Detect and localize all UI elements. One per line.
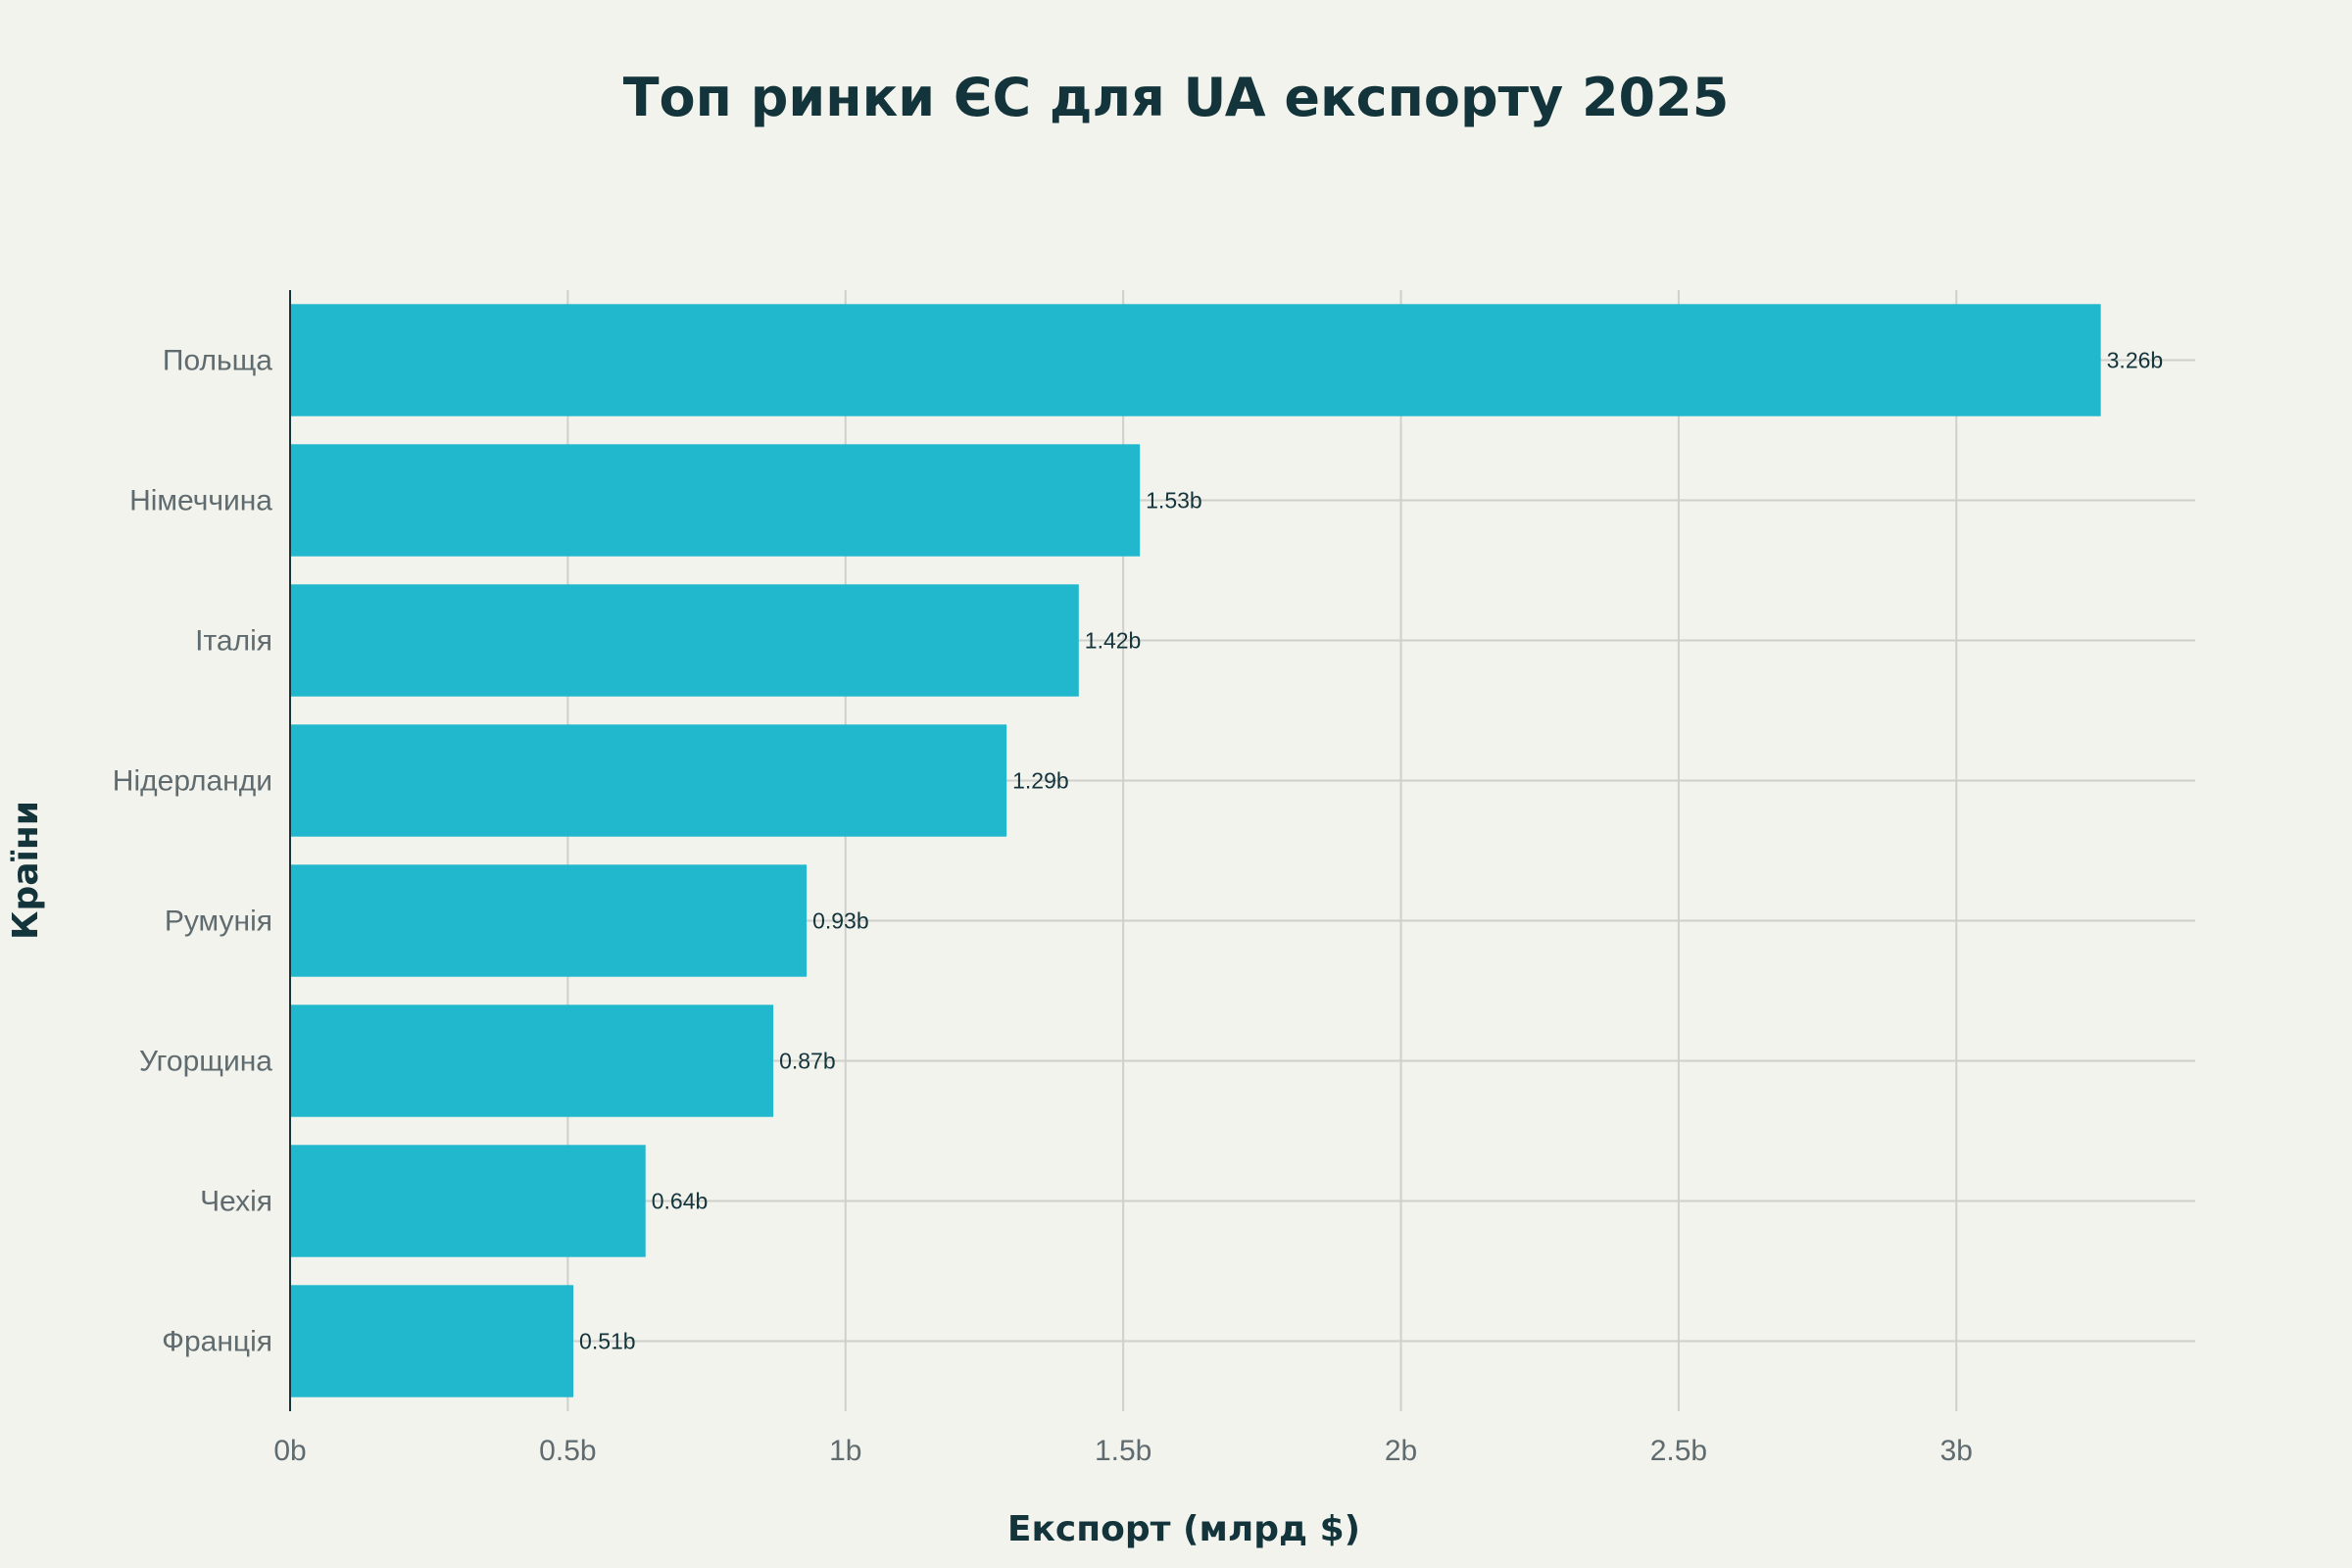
x-tick-label: 1.5b [1095,1435,1152,1467]
data-labels: 3.26b 1.53b 1.42b 1.29b 0.93b 0.87b 0.64b 0.51b [579,348,2163,1354]
category-label: Італія [195,625,272,658]
bar [290,304,2101,416]
data-label: 0.93b [812,908,869,934]
x-tick-label: 0.5b [539,1435,596,1467]
category-label: Угорщина [139,1046,272,1078]
x-axis-title: Експорт (млрд $) [1007,1509,1360,1549]
data-label: 0.64b [652,1189,709,1214]
category-label: Нідерланди [113,765,272,798]
x-tick-label: 2.5b [1650,1435,1707,1467]
category-label: Чехія [200,1186,272,1218]
data-label: 0.51b [579,1329,636,1354]
bar [290,444,1141,557]
data-label: 3.26b [2107,348,2164,373]
category-label: Румунія [165,906,272,938]
bar [290,1004,774,1117]
data-label: 1.42b [1085,628,1142,654]
bar [290,724,1007,837]
category-labels: Польща Німеччина Італія Нідерланди Румунія Уг… [113,345,273,1358]
category-label: Німеччина [129,485,272,517]
y-axis-title: Країни [6,801,46,940]
x-tick-label: 3b [1940,1435,1973,1467]
x-tick-label: 1b [829,1435,861,1467]
bar [290,864,808,977]
bar [290,584,1079,697]
x-tick-label: 0b [273,1435,306,1467]
data-label: 0.87b [779,1049,836,1074]
chart-title: Топ ринки ЄС для UA експорту 2025 [623,67,1730,128]
bars [290,304,2101,1397]
x-tick-label: 2b [1385,1435,1417,1467]
bar [290,1145,646,1257]
data-label: 1.29b [1012,768,1069,794]
category-label: Польща [163,345,272,377]
category-label: Франція [162,1326,272,1358]
bar [290,1285,574,1397]
data-label: 1.53b [1146,488,1202,514]
x-tick-labels: 0b 0.5b 1b 1.5b 2b 2.5b 3b [273,1435,1973,1467]
